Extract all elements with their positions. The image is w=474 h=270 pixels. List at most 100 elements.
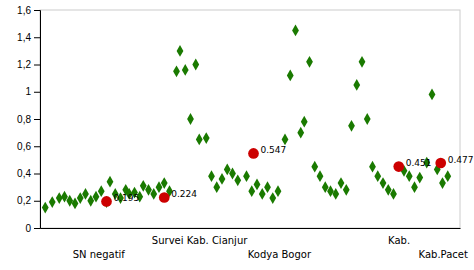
y-tick-mark xyxy=(34,92,40,93)
point xyxy=(332,188,339,200)
point xyxy=(439,177,446,189)
y-tick: 1,4 xyxy=(17,32,40,43)
y-tick: 0,8 xyxy=(17,114,40,125)
y-tick-mark xyxy=(34,201,40,202)
group-label: Kab. xyxy=(388,235,410,246)
point xyxy=(192,59,199,71)
point xyxy=(406,170,413,182)
point xyxy=(49,196,56,208)
point xyxy=(248,185,255,197)
y-tick-mark xyxy=(34,119,40,120)
y-tick: 0 xyxy=(25,223,40,234)
series xyxy=(42,25,451,214)
group-label: Kodya Bogor xyxy=(248,249,312,260)
y-tick-label: 1,6 xyxy=(17,5,31,16)
x-axis-line xyxy=(41,228,461,229)
y-tick-label: 1 xyxy=(25,86,31,97)
chart: 00,20,40,60,811,21,41,60.1950.2240.5470.… xyxy=(0,0,474,270)
point xyxy=(264,181,271,193)
data-label: 0.195 xyxy=(114,193,140,203)
point xyxy=(369,161,376,173)
point xyxy=(66,195,73,207)
y-tick-mark xyxy=(34,228,40,229)
group-labels: SN negatif Survei Kab. CianjurKodya Bogor… xyxy=(73,235,468,260)
series xyxy=(101,148,446,207)
point xyxy=(393,161,404,172)
point xyxy=(275,185,282,197)
point xyxy=(301,116,308,128)
y-tick-label: 1,2 xyxy=(17,59,31,70)
point xyxy=(213,181,220,193)
point xyxy=(348,120,355,132)
point xyxy=(107,176,114,188)
point xyxy=(374,170,381,182)
data-label: 0.451 xyxy=(406,158,432,168)
point xyxy=(327,185,334,197)
point xyxy=(287,70,294,82)
y-tick-label: 0,8 xyxy=(17,114,31,125)
group-label: Survei Kab. Cianjur xyxy=(152,235,248,246)
point xyxy=(150,188,157,200)
data-label: 0.224 xyxy=(171,189,197,199)
point xyxy=(243,170,250,182)
point xyxy=(72,198,79,210)
y-tick-label: 1,4 xyxy=(17,32,31,43)
point xyxy=(444,170,451,182)
data-labels: 0.195 0.224 0.547 0.451 0.477 xyxy=(114,145,474,203)
point xyxy=(219,173,226,185)
point xyxy=(429,89,436,101)
y-tick-label: 0 xyxy=(25,223,31,234)
y-tick: 0,2 xyxy=(17,195,40,206)
point xyxy=(203,132,210,144)
point xyxy=(161,177,168,189)
data-label: 0.547 xyxy=(261,145,287,155)
point xyxy=(269,192,276,204)
point xyxy=(380,177,387,189)
group-label: Kab.Pacet xyxy=(419,249,468,260)
point xyxy=(229,168,236,180)
y-tick-mark xyxy=(34,10,40,11)
y-tick-label: 0,2 xyxy=(17,195,31,206)
x-axis xyxy=(41,228,461,229)
point xyxy=(177,45,184,57)
point xyxy=(208,170,215,182)
point xyxy=(234,174,241,186)
point xyxy=(56,192,63,204)
point xyxy=(98,185,105,197)
point xyxy=(364,113,371,125)
point xyxy=(187,113,194,125)
point xyxy=(196,134,203,146)
y-tick-mark xyxy=(34,37,40,38)
point xyxy=(159,192,170,203)
y-tick-mark xyxy=(34,65,40,66)
point xyxy=(343,184,350,196)
data-label: 0.477 xyxy=(448,155,474,165)
point xyxy=(311,161,318,173)
point xyxy=(282,134,289,146)
point xyxy=(259,188,266,200)
group-label: SN negatif xyxy=(73,249,126,260)
y-tick-label: 0,6 xyxy=(17,141,31,152)
point xyxy=(297,127,304,139)
point xyxy=(359,56,366,68)
point xyxy=(306,56,313,68)
y-axis: 0 0,2 0,4 0,6 0,8 1 1,2 1,4 1,6 xyxy=(17,5,40,234)
point xyxy=(338,177,345,189)
y-tick: 0,4 xyxy=(17,168,40,179)
point xyxy=(93,191,100,203)
point xyxy=(411,181,418,193)
y-tick: 1,6 xyxy=(17,5,40,16)
y-tick: 1,2 xyxy=(17,59,40,70)
y-tick: 1 xyxy=(25,86,40,97)
y-tick: 0,6 xyxy=(17,141,40,152)
point xyxy=(182,64,189,76)
point xyxy=(435,158,446,169)
point xyxy=(390,188,397,200)
y-tick-mark xyxy=(34,174,40,175)
point xyxy=(42,202,49,214)
point xyxy=(173,65,180,77)
plot: 00,20,40,60,811,21,41,60.1950.2240.5470.… xyxy=(17,5,473,260)
y-axis-line xyxy=(34,11,41,229)
y-tick-label: 0,4 xyxy=(17,168,31,179)
point xyxy=(101,196,112,207)
